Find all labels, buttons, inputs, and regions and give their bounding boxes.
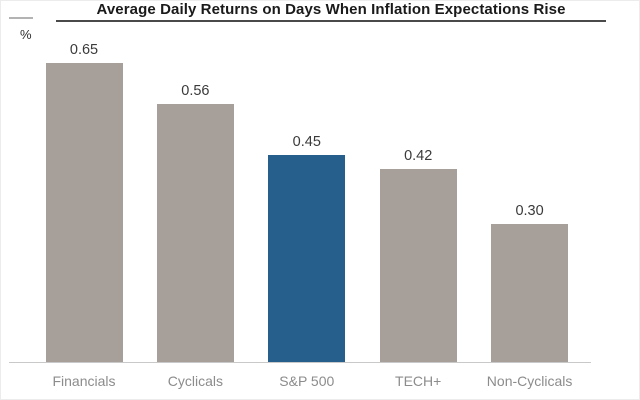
bar-tech [379,169,457,362]
value-label-financials: 0.65 [69,42,99,58]
bar-financials [45,63,123,362]
value-label-cyclicals: 0.56 [181,83,210,99]
bar-non-cyclicals [491,224,569,362]
bar-s-p-500 [268,155,346,362]
value-label-tech: 0.42 [404,148,433,164]
category-label-financials: Financials [52,373,116,389]
bar-cyclicals [156,104,234,362]
chart-title: Average Daily Returns on Days When Infla… [56,2,606,22]
x-axis-line [9,362,591,363]
value-label-s-p-500: 0.45 [292,134,321,150]
y-axis-unit-label: % [20,27,32,42]
category-label-non-cyclicals: Non-Cyclicals [486,373,573,389]
category-label-tech: TECH+ [395,373,442,389]
category-label-s-p-500: S&P 500 [279,373,335,389]
top-left-rule [9,17,33,19]
category-label-cyclicals: Cyclicals [167,373,223,389]
value-label-non-cyclicals: 0.30 [515,203,544,219]
